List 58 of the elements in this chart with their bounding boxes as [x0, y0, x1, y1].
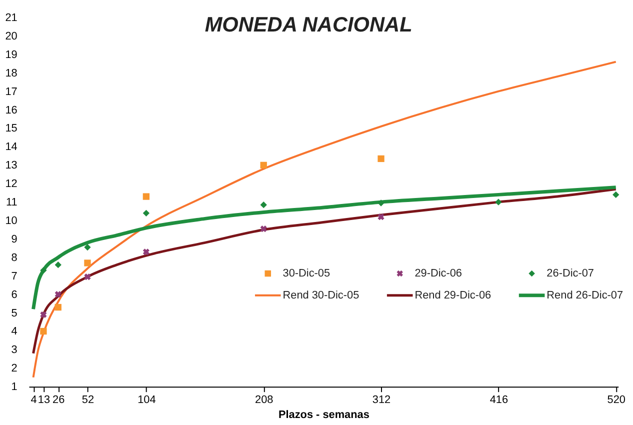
point: [378, 200, 384, 206]
legend-label: Rend 30-Dic-05: [282, 289, 360, 302]
y-tick-label: 6: [11, 288, 18, 301]
legend-label: Rend 29-Dic-06: [414, 289, 492, 302]
legend-label: 29-Dic-06: [414, 267, 462, 280]
point: [378, 214, 384, 220]
legend-label: 26-Dic-07: [546, 267, 594, 280]
point: [84, 260, 91, 266]
y-tick-label: 10: [5, 215, 18, 227]
y-tick-label: 8: [11, 252, 18, 264]
point: [378, 155, 384, 162]
y-tick-label: 11: [6, 196, 18, 209]
point: [84, 274, 91, 280]
point: [54, 304, 62, 311]
point: [260, 226, 267, 232]
y-tick-label: 3: [11, 344, 18, 356]
point: [84, 244, 91, 251]
point: [142, 210, 150, 216]
y-tick-label: 15: [5, 122, 18, 135]
legend-label: 30-Dic-05: [282, 267, 330, 280]
x-tick-label: 13: [38, 394, 50, 406]
x-tick-label: 520: [607, 394, 626, 406]
y-tick-label: 12: [5, 178, 18, 190]
point: [54, 261, 62, 268]
y-tick-label: 17: [5, 86, 18, 98]
point: [40, 328, 47, 335]
y-tick-label: 13: [5, 160, 18, 172]
point: [142, 193, 150, 200]
chart-title: MONEDA NACIONAL: [204, 13, 412, 36]
x-tick-label: 312: [372, 394, 391, 406]
y-tick-label: 21: [5, 12, 18, 24]
x-tick-label: 26: [52, 394, 65, 406]
y-tick-label: 7: [11, 270, 18, 282]
point: [40, 311, 47, 318]
y-tick-label: 5: [11, 307, 18, 320]
y-tick-label: 2: [11, 362, 18, 375]
x-tick-label: 4: [30, 394, 37, 406]
y-tick-label: 18: [5, 67, 18, 80]
y-tick-label: 14: [5, 141, 18, 154]
point: [54, 291, 62, 298]
y-tick-label: 4: [11, 326, 18, 338]
x-tick-label: 416: [490, 394, 508, 406]
point: [260, 162, 267, 168]
y-tick-label: 19: [5, 48, 18, 61]
point: [260, 202, 267, 208]
y-tick-label: 1: [11, 381, 18, 394]
x-axis-title: Plazos - semanas: [278, 408, 370, 421]
point: [612, 191, 620, 198]
y-tick-label: 16: [5, 104, 18, 116]
legend-label: Rend 26-Dic-07: [546, 289, 624, 302]
point: [495, 198, 502, 206]
x-tick-label: 104: [138, 394, 156, 406]
x-tick-label: 208: [255, 394, 274, 406]
x-tick-label: 52: [82, 394, 94, 406]
y-tick-label: 9: [11, 233, 18, 246]
y-tick-label: 20: [5, 30, 18, 42]
point: [142, 248, 150, 256]
point: [40, 267, 47, 274]
